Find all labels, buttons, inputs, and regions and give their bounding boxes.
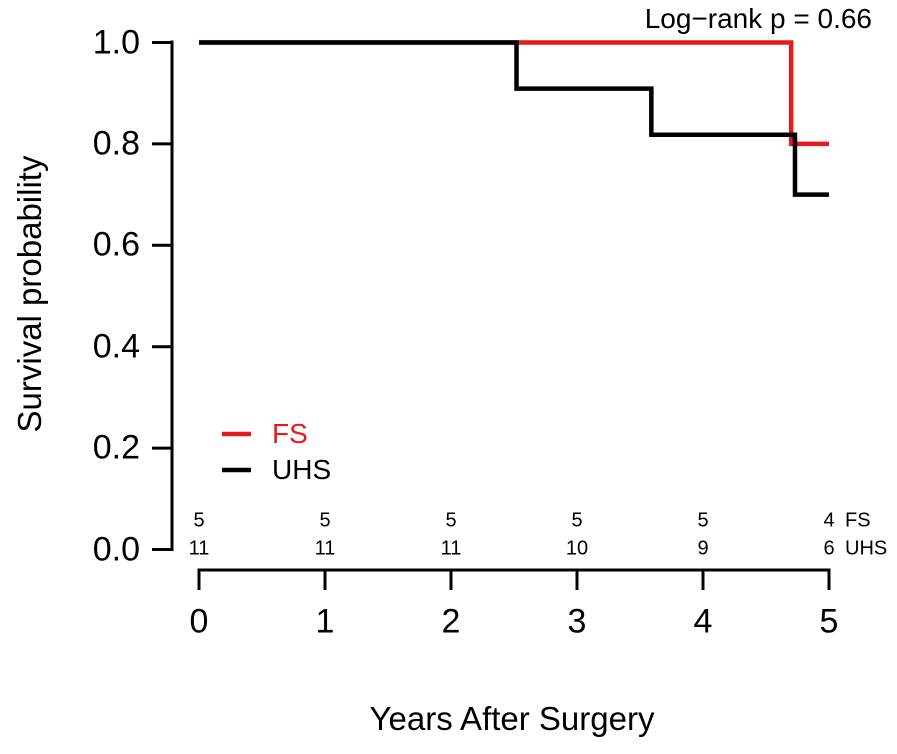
x-tick-label: 1 — [315, 602, 335, 641]
legend-label-uhs: UHS — [272, 454, 332, 485]
y-tick-label: 1.0 — [92, 23, 140, 61]
x-axis-title: Years After Surgery — [369, 700, 655, 737]
risk-count-uhs: 10 — [565, 537, 589, 560]
x-tick-label: 5 — [819, 602, 839, 641]
risk-count-fs: 5 — [571, 509, 583, 532]
risk-count-uhs: 11 — [440, 537, 462, 560]
risk-count-fs: 5 — [445, 509, 457, 532]
y-tick-label: 0.0 — [92, 530, 140, 568]
y-tick-label: 0.6 — [92, 225, 140, 264]
y-tick-label: 0.8 — [92, 124, 140, 163]
log-rank-p-value: Log−rank p = 0.66 — [644, 3, 872, 34]
x-tick-label: 3 — [567, 602, 587, 641]
risk-row-label-fs: FS — [845, 509, 871, 532]
risk-count-uhs: 9 — [697, 537, 709, 560]
x-tick-label: 0 — [189, 602, 209, 641]
survival-curve-uhs — [199, 40, 829, 197]
x-tick-label: 2 — [441, 602, 461, 641]
y-tick-label: 0.2 — [92, 428, 140, 467]
y-tick-label: 0.4 — [92, 327, 140, 366]
x-tick-label: 4 — [693, 602, 713, 641]
risk-count-uhs: 11 — [188, 537, 210, 560]
risk-count-fs: 5 — [697, 509, 709, 532]
risk-count-fs: 5 — [319, 509, 331, 532]
risk-count-uhs: 6 — [823, 537, 835, 560]
y-axis-title: Survival probability — [11, 155, 48, 433]
risk-count-uhs: 11 — [314, 537, 336, 560]
risk-row-label-uhs: UHS — [845, 537, 888, 560]
risk-count-fs: 5 — [193, 509, 205, 532]
legend-label-fs: FS — [272, 418, 308, 449]
risk-count-fs: 4 — [823, 509, 835, 532]
survival-curve-fs — [199, 40, 829, 147]
